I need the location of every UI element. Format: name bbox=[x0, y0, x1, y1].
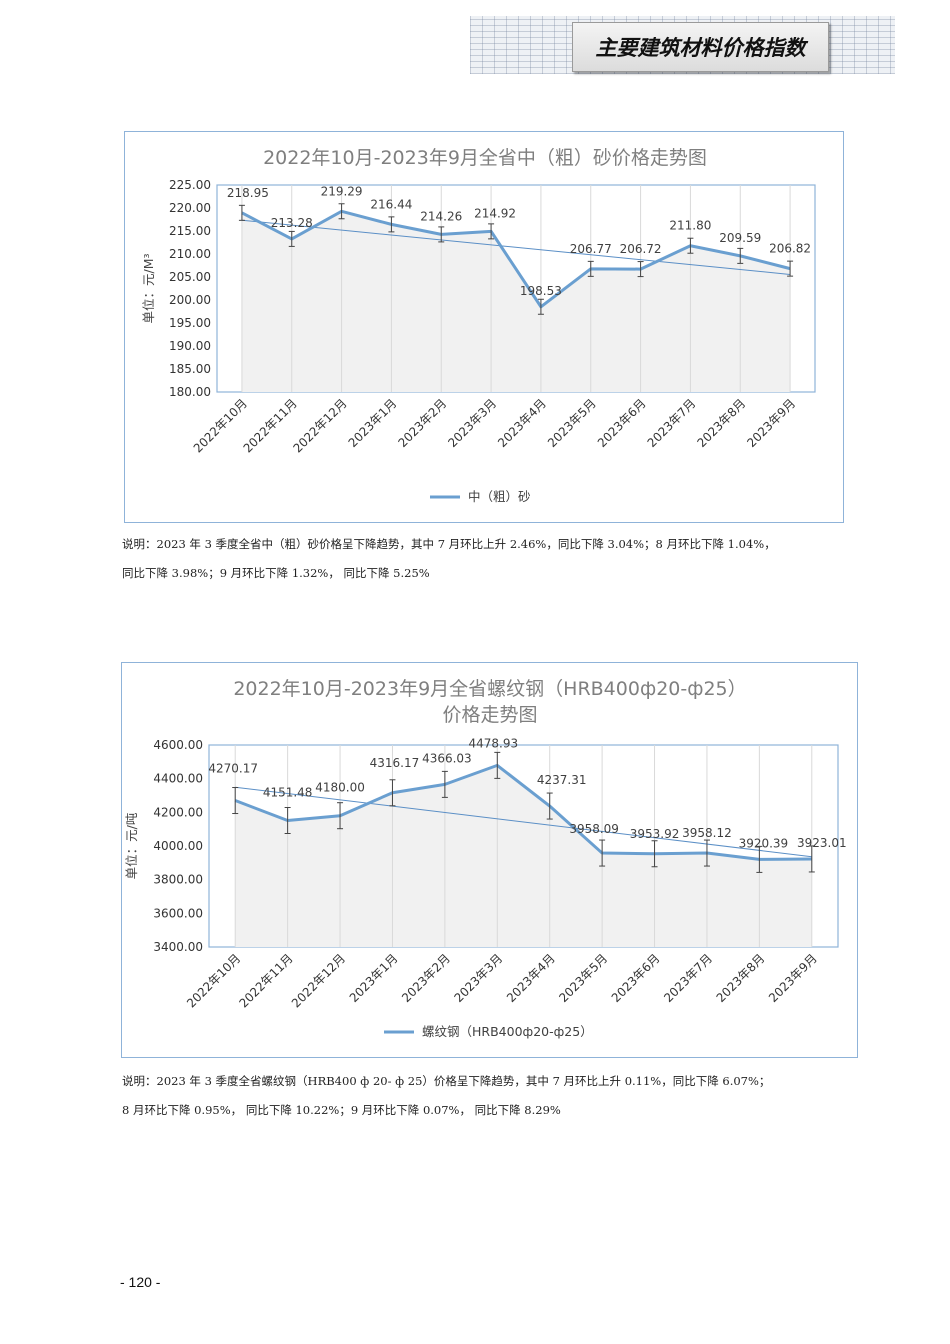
y-tick-label: 180.00 bbox=[169, 385, 211, 399]
data-label: 213.28 bbox=[271, 216, 313, 230]
x-tick-label: 2023年3月 bbox=[452, 951, 506, 1005]
y-tick-label: 195.00 bbox=[169, 316, 211, 330]
note-line: 说明：2023 年 3 季度全省螺纹钢（HRB400 ф 20- ф 25）价格… bbox=[122, 1074, 771, 1088]
data-label: 4316.17 bbox=[370, 756, 420, 770]
y-tick-label: 4200.00 bbox=[153, 805, 203, 819]
chart-title: 2022年10月-2023年9月全省螺纹钢（HRB400ф20-ф25） bbox=[233, 678, 746, 700]
data-label: 4366.03 bbox=[422, 751, 472, 765]
data-label: 214.92 bbox=[474, 206, 516, 220]
y-axis-label: 单位：元/M³ bbox=[141, 253, 156, 323]
series-line bbox=[234, 763, 812, 861]
chart-title: 价格走势图 bbox=[442, 704, 537, 726]
x-tick-label: 2023年2月 bbox=[399, 951, 453, 1005]
x-tick-label: 2022年10月 bbox=[184, 951, 243, 1010]
y-tick-label: 4600.00 bbox=[153, 738, 203, 752]
data-label: 4270.17 bbox=[208, 762, 258, 776]
data-label: 206.72 bbox=[620, 242, 662, 256]
data-label: 206.77 bbox=[570, 242, 612, 256]
note-line: 说明：2023 年 3 季度全省中（粗）砂价格呈下降趋势，其中 7 月环比上升 … bbox=[122, 537, 776, 551]
chart-sand: 2022年10月-2023年9月全省中（粗）砂价格走势图 180.00 185.00… bbox=[141, 147, 816, 504]
y-axis-label: 单位：元/吨 bbox=[124, 812, 139, 879]
chart-sand-frame: 2022年10月-2023年9月全省中（粗）砂价格走势图 180.00 185.00… bbox=[124, 131, 844, 523]
x-tick-label: 2023年4月 bbox=[495, 396, 549, 450]
x-tick-label: 2023年1月 bbox=[347, 951, 401, 1005]
y-tick-label: 225.00 bbox=[169, 178, 211, 192]
data-label: 216.44 bbox=[370, 197, 412, 211]
x-tick-label: 2022年11月 bbox=[236, 951, 295, 1010]
x-tick-label: 2022年12月 bbox=[289, 951, 348, 1010]
legend-label: 螺纹钢（HRB400ф20-ф25） bbox=[422, 1024, 593, 1039]
x-tick-label: 2023年5月 bbox=[556, 951, 610, 1005]
data-label: 209.59 bbox=[719, 231, 761, 245]
data-label: 3953.92 bbox=[630, 827, 680, 841]
x-tick-label: 2023年9月 bbox=[744, 396, 798, 450]
y-tick-label: 190.00 bbox=[169, 339, 211, 353]
y-tick-label: 3600.00 bbox=[153, 906, 203, 920]
y-tick-label: 3800.00 bbox=[153, 873, 203, 887]
x-tick-label: 2023年9月 bbox=[766, 951, 820, 1005]
trendline bbox=[241, 219, 791, 275]
x-tick-label: 2023年8月 bbox=[694, 396, 748, 450]
y-tick-label: 205.00 bbox=[169, 270, 211, 284]
note-line: 同比下降 3.98%；9 月环比下降 1.32%， 同比下降 5.25% bbox=[122, 566, 430, 580]
chart-rebar-note: 说明：2023 年 3 季度全省螺纹钢（HRB400 ф 20- ф 25）价格… bbox=[122, 1072, 862, 1130]
data-label: 211.80 bbox=[669, 219, 711, 233]
y-tick-label: 3400.00 bbox=[153, 940, 203, 954]
x-tick-label: 2023年2月 bbox=[395, 396, 449, 450]
x-tick-label: 2022年12月 bbox=[290, 396, 349, 455]
data-label: 4180.00 bbox=[315, 781, 365, 795]
chart-rebar: 2022年10月-2023年9月全省螺纹钢（HRB400ф20-ф25） 价格走势… bbox=[124, 678, 847, 1039]
x-tick-label: 2023年7月 bbox=[661, 951, 715, 1005]
y-tick-label: 4400.00 bbox=[153, 772, 203, 786]
data-label: 3920.39 bbox=[739, 836, 789, 850]
y-tick-label: 4000.00 bbox=[153, 839, 203, 853]
chart-rebar-frame: 2022年10月-2023年9月全省螺纹钢（HRB400ф20-ф25） 价格走势… bbox=[121, 662, 858, 1058]
data-label: 219.29 bbox=[321, 184, 363, 198]
x-tick-label: 2023年3月 bbox=[445, 396, 499, 450]
y-tick-label: 215.00 bbox=[169, 224, 211, 238]
series-line bbox=[241, 209, 791, 309]
x-tick-label: 2023年4月 bbox=[504, 951, 558, 1005]
y-tick-label: 210.00 bbox=[169, 247, 211, 261]
data-label: 3958.12 bbox=[682, 826, 732, 840]
area-fill bbox=[235, 765, 812, 947]
trendline bbox=[235, 786, 812, 858]
chart-title: 2022年10月-2023年9月全省中（粗）砂价格走势图 bbox=[263, 147, 707, 169]
data-label: 3923.01 bbox=[797, 836, 847, 850]
y-tick-label: 185.00 bbox=[169, 362, 211, 376]
header-title: 主要建筑材料价格指数 bbox=[595, 36, 806, 60]
data-label: 206.82 bbox=[769, 242, 811, 256]
data-label: 198.53 bbox=[520, 284, 562, 298]
data-label: 214.26 bbox=[420, 209, 462, 223]
area-fill bbox=[241, 211, 791, 392]
data-label: 3958.09 bbox=[569, 822, 619, 836]
legend-label: 中（粗）砂 bbox=[468, 489, 531, 504]
x-tick-label: 2023年6月 bbox=[609, 951, 663, 1005]
x-tick-label: 2023年5月 bbox=[545, 396, 599, 450]
data-label: 4151.48 bbox=[263, 786, 313, 800]
chart-sand-note: 说明：2023 年 3 季度全省中（粗）砂价格呈下降趋势，其中 7 月环比上升 … bbox=[122, 535, 862, 593]
header-box: 主要建筑材料价格指数 bbox=[572, 22, 829, 72]
y-tick-label: 200.00 bbox=[169, 293, 211, 307]
page-number: - 120 - bbox=[120, 1274, 161, 1290]
y-tick-label: 220.00 bbox=[169, 201, 211, 215]
x-tick-label: 2023年1月 bbox=[346, 396, 400, 450]
data-label: 218.95 bbox=[227, 186, 269, 200]
data-label: 4237.31 bbox=[537, 773, 587, 787]
x-tick-label: 2023年7月 bbox=[645, 396, 699, 450]
data-label: 4478.93 bbox=[468, 736, 518, 750]
x-tick-label: 2023年8月 bbox=[714, 951, 768, 1005]
x-tick-label: 2023年6月 bbox=[595, 396, 649, 450]
note-line: 8 月环比下降 0.95%， 同比下降 10.22%；9 月环比下降 0.07%… bbox=[122, 1103, 561, 1117]
